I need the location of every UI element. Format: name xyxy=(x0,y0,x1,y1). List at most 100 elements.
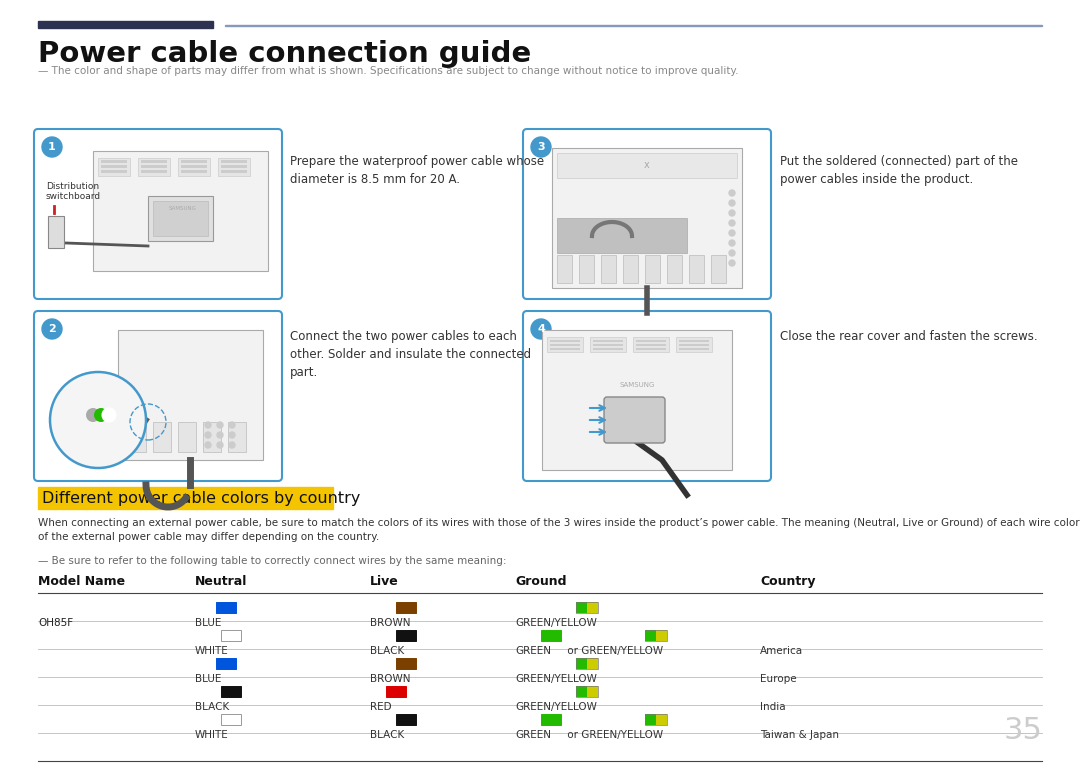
Bar xyxy=(593,340,623,342)
Bar xyxy=(590,337,626,352)
Bar xyxy=(656,713,667,725)
Bar xyxy=(550,344,580,346)
Bar xyxy=(576,685,598,697)
Circle shape xyxy=(531,137,551,157)
Bar xyxy=(221,170,247,173)
Bar xyxy=(138,158,170,176)
Text: India: India xyxy=(760,702,785,712)
Bar xyxy=(98,158,130,176)
Text: GREEN: GREEN xyxy=(515,646,551,656)
Text: BLUE: BLUE xyxy=(195,618,221,628)
Bar xyxy=(667,255,681,283)
Bar xyxy=(546,337,583,352)
Circle shape xyxy=(229,442,235,448)
Bar xyxy=(102,170,127,173)
Bar xyxy=(129,422,146,452)
Bar xyxy=(153,201,208,236)
Text: Model Name: Model Name xyxy=(38,575,125,588)
Circle shape xyxy=(729,210,735,216)
Bar xyxy=(552,148,742,288)
Circle shape xyxy=(205,432,211,438)
Bar xyxy=(676,337,712,352)
Text: WHITE: WHITE xyxy=(195,646,229,656)
Bar xyxy=(48,216,64,248)
Circle shape xyxy=(229,432,235,438)
Bar xyxy=(93,151,268,271)
Text: Connect the two power cables to each
other. Solder and insulate the connected
pa: Connect the two power cables to each oth… xyxy=(291,330,531,379)
Bar xyxy=(588,685,598,697)
Bar xyxy=(396,713,416,725)
Bar xyxy=(181,170,207,173)
Text: Put the soldered (connected) part of the
power cables inside the product.: Put the soldered (connected) part of the… xyxy=(780,155,1018,186)
Text: Country: Country xyxy=(760,575,815,588)
Bar xyxy=(541,629,561,640)
Text: Neutral: Neutral xyxy=(195,575,247,588)
Text: BLACK: BLACK xyxy=(195,702,229,712)
Circle shape xyxy=(729,230,735,236)
Bar xyxy=(576,601,588,613)
Circle shape xyxy=(729,260,735,266)
Text: Europe: Europe xyxy=(760,674,797,684)
Bar xyxy=(396,629,416,640)
Bar xyxy=(221,160,247,163)
Text: 3: 3 xyxy=(537,142,544,152)
Circle shape xyxy=(205,442,211,448)
Bar xyxy=(711,255,726,283)
Circle shape xyxy=(729,240,735,246)
Bar xyxy=(633,337,669,352)
Bar xyxy=(579,255,594,283)
Text: BLUE: BLUE xyxy=(195,674,221,684)
Bar xyxy=(181,165,207,168)
Bar xyxy=(141,160,167,163)
Text: or GREEN/YELLOW: or GREEN/YELLOW xyxy=(564,646,663,656)
Bar xyxy=(645,629,667,640)
Bar xyxy=(221,629,241,640)
Bar xyxy=(102,165,127,168)
Bar xyxy=(588,658,598,668)
Circle shape xyxy=(729,200,735,206)
Circle shape xyxy=(86,408,100,422)
Circle shape xyxy=(102,408,116,422)
Circle shape xyxy=(217,422,222,428)
Circle shape xyxy=(729,190,735,196)
Text: Power cable connection guide: Power cable connection guide xyxy=(38,40,531,68)
Bar xyxy=(645,713,656,725)
Text: GREEN/YELLOW: GREEN/YELLOW xyxy=(515,674,597,684)
Bar xyxy=(557,255,572,283)
Text: Close the rear cover and fasten the screws.: Close the rear cover and fasten the scre… xyxy=(780,330,1038,343)
Bar xyxy=(181,160,207,163)
Text: OH85F: OH85F xyxy=(38,618,73,628)
Bar xyxy=(218,158,249,176)
Bar xyxy=(645,629,656,640)
Text: Prepare the waterproof power cable whose
diameter is 8.5 mm for 20 A.: Prepare the waterproof power cable whose… xyxy=(291,155,544,186)
Text: Live: Live xyxy=(370,575,399,588)
FancyBboxPatch shape xyxy=(604,397,665,443)
Bar xyxy=(38,487,333,509)
FancyBboxPatch shape xyxy=(33,311,282,481)
Bar xyxy=(386,685,406,697)
Bar xyxy=(221,165,247,168)
FancyBboxPatch shape xyxy=(523,311,771,481)
Text: — The color and shape of parts may differ from what is shown. Specifications are: — The color and shape of parts may diffe… xyxy=(38,66,739,76)
Bar xyxy=(153,422,171,452)
Bar xyxy=(593,348,623,350)
Circle shape xyxy=(42,137,62,157)
Text: When connecting an external power cable, be sure to match the colors of its wire: When connecting an external power cable,… xyxy=(38,518,1080,542)
Bar xyxy=(221,685,241,697)
Text: BROWN: BROWN xyxy=(370,674,410,684)
FancyBboxPatch shape xyxy=(523,129,771,299)
Text: — Be sure to refer to the following table to correctly connect wires by the same: — Be sure to refer to the following tabl… xyxy=(38,556,507,566)
Bar xyxy=(550,348,580,350)
Circle shape xyxy=(50,372,146,468)
Bar xyxy=(636,344,666,346)
Bar xyxy=(636,348,666,350)
Bar xyxy=(396,601,416,613)
Text: BLACK: BLACK xyxy=(370,730,404,740)
Text: SAMSUNG: SAMSUNG xyxy=(619,382,654,388)
Bar xyxy=(216,601,237,613)
Bar xyxy=(576,658,588,668)
Circle shape xyxy=(729,250,735,256)
Bar xyxy=(216,658,237,668)
Circle shape xyxy=(217,432,222,438)
Text: GREEN/YELLOW: GREEN/YELLOW xyxy=(515,702,597,712)
